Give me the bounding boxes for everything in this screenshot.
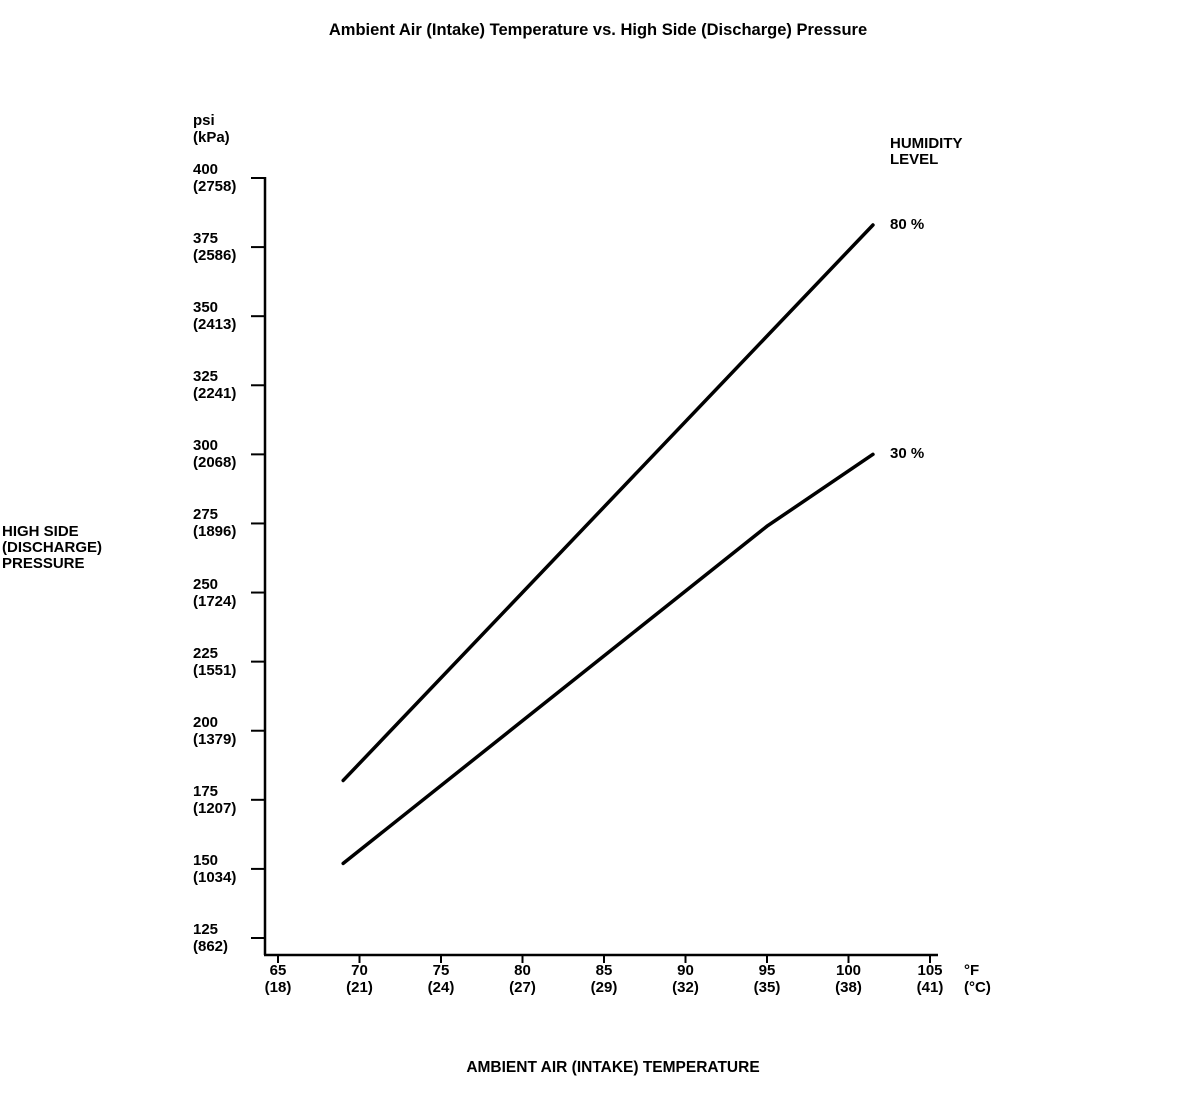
x-tick-f: 65 [269,962,287,979]
y-tick-kpa: (1551) [193,661,237,679]
x-tick-label: 75 (24) [401,962,481,996]
y-tick-psi: 150 [193,851,219,869]
x-tick-f: 80 [514,962,531,979]
legend-title-line2: LEVEL [890,151,939,168]
chart-title: Ambient Air (Intake) Temperature vs. Hig… [328,21,868,39]
y-axis-unit-label: psi (kPa) [193,112,230,146]
x-tick-f: 90 [677,962,694,979]
x-tick-c: (41) [916,979,944,996]
y-axis-unit-psi: psi [193,112,215,129]
y-tick-label: 225 (1551) [193,645,236,679]
y-tick-psi: 275 [193,506,219,524]
y-tick-label: 175 (1207) [193,783,236,817]
y-tick-kpa: (862) [193,938,229,955]
x-tick-label: 100 (38) [809,962,889,996]
y-tick-kpa: (1724) [193,592,237,610]
y-tick-psi: 200 [193,713,219,731]
y-tick-psi: 125 [193,921,219,938]
x-tick-f: 75 [432,962,450,979]
series-label-80pct: 80 % [890,215,925,233]
series-line-80pct [341,223,875,783]
x-tick-label: 85 (29) [564,962,644,996]
x-tick-label: 105 (41) [890,962,970,996]
x-tick-f: 95 [758,962,776,979]
y-tick-psi: 350 [193,299,219,317]
x-axis-unit-c: (°C) [964,979,991,996]
y-tick-kpa: (2758) [193,178,237,195]
y-axis-title-line3: PRESSURE [2,555,85,572]
series-line-30pct [341,452,875,866]
y-tick-label: 300 (2068) [193,437,236,471]
y-tick-label: 325 (2241) [193,368,236,402]
y-tick-label: 250 (1724) [193,576,236,610]
series-label-30pct: 30 % [890,445,925,463]
x-tick-c: (35) [753,979,781,996]
y-tick-label: 400 (2758) [193,161,236,195]
y-tick-kpa: (2586) [193,247,237,265]
x-tick-c: (38) [835,979,862,996]
x-axis-unit-f: °F [964,962,980,979]
x-tick-c: (32) [672,979,699,996]
y-axis-title-line2: (DISCHARGE) [2,539,102,556]
x-tick-c: (18) [264,979,292,996]
y-tick-kpa: (1034) [193,868,237,886]
x-tick-f: 105 [917,962,943,979]
y-tick-label: 350 (2413) [193,299,236,333]
x-tick-c: (27) [509,979,536,996]
x-tick-label: 95 (35) [727,962,807,996]
x-tick-f: 100 [835,962,862,979]
y-tick-kpa: (2068) [193,454,237,472]
y-axis-title-line1: HIGH SIDE [2,523,79,540]
x-tick-label: 90 (32) [646,962,726,996]
y-tick-psi: 325 [193,368,219,386]
x-tick-label: 65 (18) [238,962,318,996]
x-tick-f: 70 [351,962,368,979]
y-tick-label: 200 (1379) [193,714,236,748]
y-axis-unit-kpa: (kPa) [193,129,230,146]
y-tick-kpa: (1207) [193,799,237,817]
y-tick-psi: 250 [193,575,219,593]
x-axis-unit-label: °F (°C) [964,962,991,996]
x-tick-label: 70 (21) [320,962,400,996]
y-tick-kpa: (1379) [193,730,237,748]
x-axis-title: AMBIENT AIR (INTAKE) TEMPERATURE [466,1059,760,1076]
y-tick-label: 125 (862) [193,921,228,955]
y-tick-psi: 225 [193,644,219,662]
x-tick-c: (21) [346,979,373,996]
x-tick-c: (29) [590,979,618,996]
y-tick-psi: 300 [193,437,219,455]
x-tick-c: (24) [427,979,455,996]
x-tick-label: 80 (27) [483,962,563,996]
y-tick-label: 275 (1896) [193,506,236,540]
y-axis-title: HIGH SIDE (DISCHARGE) PRESSURE [2,524,102,572]
y-tick-label: 150 (1034) [193,852,236,886]
y-tick-psi: 375 [193,230,219,248]
x-tick-f: 85 [595,962,613,979]
y-tick-kpa: (2241) [193,385,237,403]
legend-title-line1: HUMIDITY [890,135,963,152]
legend-title: HUMIDITY LEVEL [890,136,963,168]
y-tick-kpa: (1896) [193,523,237,541]
y-tick-psi: 175 [193,782,219,800]
y-tick-psi: 400 [193,161,219,178]
y-tick-label: 375 (2586) [193,230,236,264]
y-tick-kpa: (2413) [193,316,237,334]
